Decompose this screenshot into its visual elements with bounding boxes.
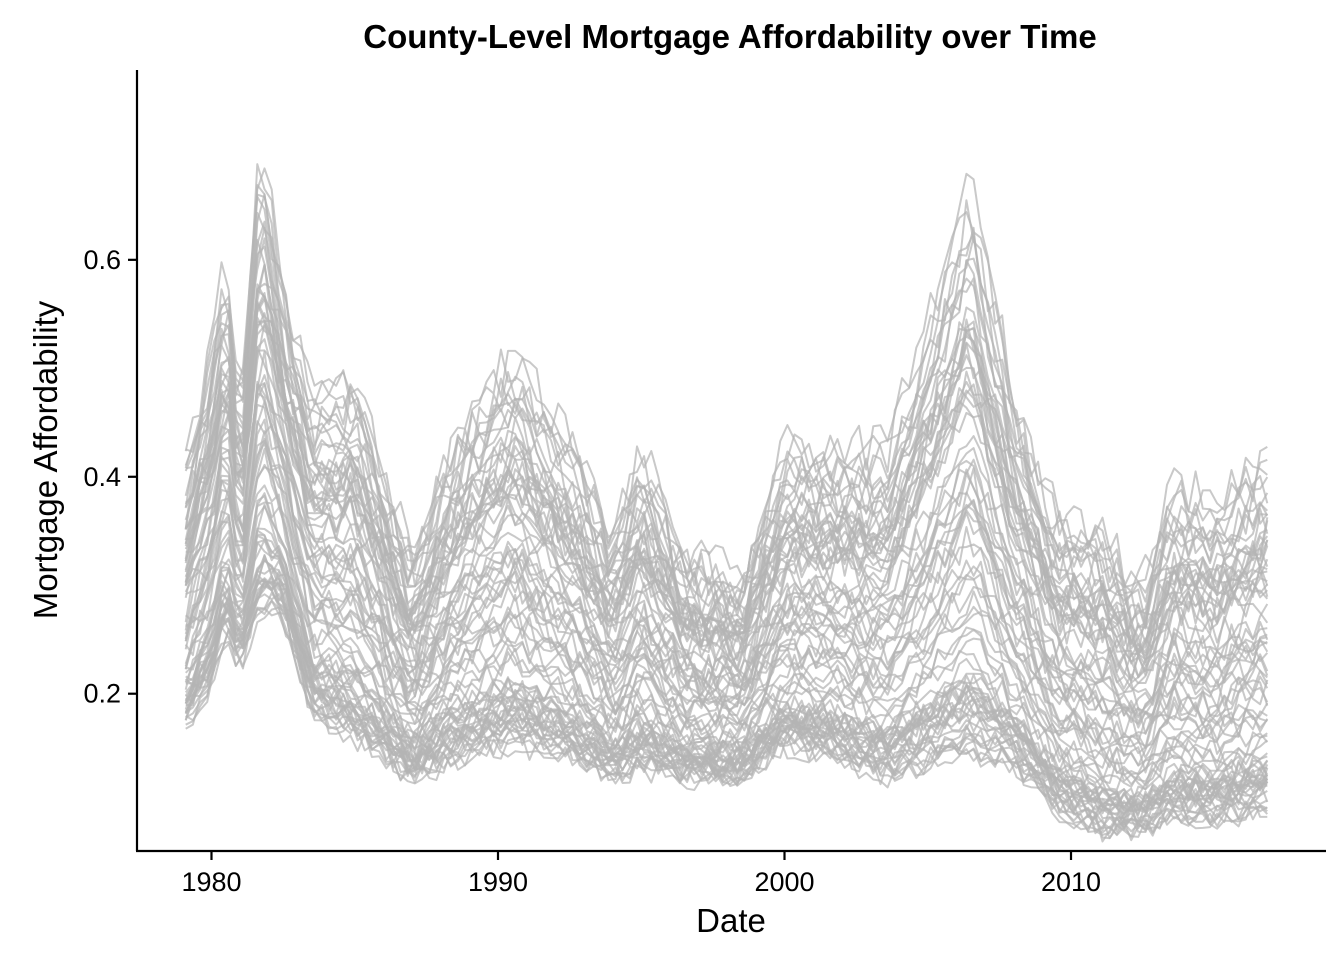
county-series-line	[184, 298, 1269, 673]
county-series-line	[184, 374, 1269, 725]
county-series-line	[185, 599, 1268, 843]
county-series-line	[184, 320, 1269, 684]
y-axis-title: Mortgage Affordability	[27, 300, 64, 619]
county-series-line	[184, 167, 1268, 593]
y-tick-label: 0.2	[83, 679, 121, 709]
county-series-line	[184, 582, 1268, 838]
y-axis-ticks: 0.2 0.4 0.6	[83, 245, 137, 709]
county-series-line	[184, 559, 1269, 809]
county-series-line	[185, 541, 1269, 810]
county-series-line	[184, 245, 1269, 655]
county-series-line	[185, 184, 1269, 624]
series-layer	[184, 163, 1269, 843]
x-axis-title: Date	[696, 902, 766, 939]
county-series-line	[184, 346, 1269, 694]
county-series-line	[184, 195, 1269, 610]
county-series-line	[185, 463, 1269, 776]
y-tick-label: 0.4	[83, 462, 121, 492]
county-series-line	[184, 211, 1269, 627]
x-tick-label: 1980	[181, 867, 241, 897]
x-axis-ticks: 1980 1990 2000 2010	[181, 851, 1101, 897]
county-series-line	[184, 503, 1269, 791]
county-series-line	[184, 505, 1268, 788]
x-tick-label: 2010	[1041, 867, 1101, 897]
county-series-line	[185, 324, 1269, 678]
x-tick-label: 1990	[468, 867, 528, 897]
y-tick-label: 0.6	[83, 245, 121, 275]
county-series-line	[184, 581, 1269, 817]
x-tick-label: 2000	[754, 867, 814, 897]
county-series-line	[184, 418, 1268, 735]
chart-title: County-Level Mortgage Affordability over…	[363, 18, 1096, 55]
county-series-line	[184, 437, 1269, 745]
